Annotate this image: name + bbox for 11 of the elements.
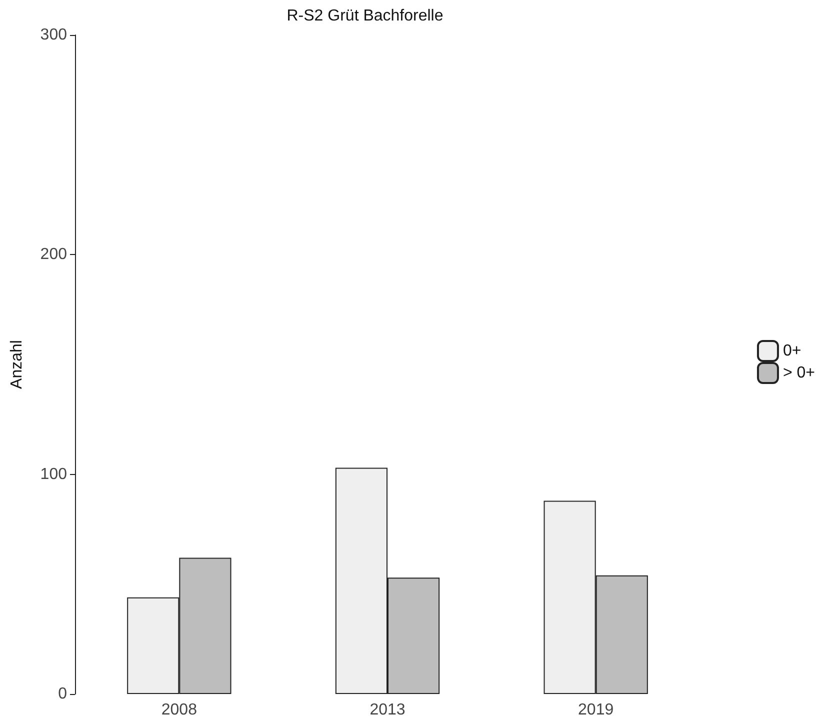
chart-title: R-S2 Grüt Bachforelle [286,8,444,24]
legend-label: 0+ [782,342,802,360]
y-tick-label: 300 [40,26,68,44]
legend-label: > 0+ [782,364,815,382]
x-tick-label: 2019 [578,702,614,718]
y-tick-label: 100 [40,466,68,483]
x-tick-label: 2008 [161,702,198,718]
y-axis-title: Anzahl [8,340,26,389]
x-tick-label: 2013 [370,702,406,718]
y-tick-label: 200 [40,246,68,264]
y-tick-label: 0 [58,686,68,702]
